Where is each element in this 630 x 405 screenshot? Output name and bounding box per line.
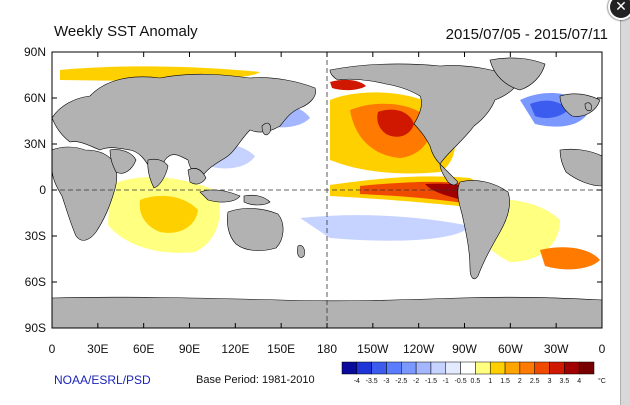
colorbar-tick-label: 1 — [488, 378, 492, 385]
lat-label: 60N — [24, 91, 46, 105]
colorbar-tick-label: 4 — [577, 378, 581, 385]
colorbar-tick-label: -1.5 — [425, 378, 437, 385]
lon-label: 60E — [133, 342, 154, 356]
land-indonesia — [199, 189, 241, 203]
colorbar-swatch — [534, 361, 550, 375]
date-range: 2015/07/05 - 2015/07/11 — [445, 26, 608, 43]
land-layer — [52, 57, 602, 328]
colorbar-swatch — [489, 361, 506, 375]
colorbar-tick-label: 2.5 — [530, 378, 540, 385]
colorbar-swatch — [430, 361, 447, 375]
anomaly-blob-peak — [377, 109, 414, 137]
lon-label: 90E — [179, 342, 200, 356]
colorbar-swatch — [549, 361, 565, 375]
lon-label: 30W — [544, 342, 569, 356]
lat-label: 0 — [39, 183, 46, 197]
colorbar-swatch — [415, 361, 432, 375]
colorbar-tick-label: 2 — [518, 378, 522, 385]
land-eurasia — [52, 73, 316, 181]
colorbar-tick-label: -4 — [354, 378, 360, 385]
anomaly-arctic-red — [330, 79, 366, 91]
anomaly-natl-core — [530, 100, 568, 118]
colorbar-swatch — [386, 361, 402, 375]
land-africa — [52, 146, 118, 241]
land-india — [147, 158, 169, 189]
anomaly-southern-cool — [300, 215, 470, 241]
colorbar-tick-label: -3 — [383, 378, 389, 385]
land-greenland — [489, 57, 546, 91]
land-south-america — [457, 180, 510, 280]
colorbar-swatch — [564, 361, 580, 375]
colorbar-tick-label: -1 — [443, 378, 449, 385]
colorbar-tick-label: 3 — [548, 378, 552, 385]
colorbar-tick-label: -2.5 — [395, 378, 407, 385]
colorbar-swatch — [519, 361, 535, 375]
colorbar-swatch — [504, 361, 521, 375]
land-uk — [584, 102, 592, 112]
land-se-asia — [187, 168, 207, 185]
lat-label: 60S — [25, 275, 46, 289]
colorbar-swatch — [371, 361, 387, 375]
lon-label: 0 — [49, 342, 56, 356]
colorbar-tick-label: -0.5 — [455, 378, 467, 385]
lat-label: 30N — [24, 137, 46, 151]
anomaly-southern-warm — [540, 247, 600, 270]
colorbar-swatch — [578, 361, 595, 375]
colorbar-swatch — [341, 361, 358, 375]
lon-label: 180 — [317, 342, 337, 356]
lat-label: 30S — [25, 229, 46, 243]
lat-ticks: 90N 60N 30N 0 30S 60S 90S — [24, 45, 602, 335]
map-title: Weekly SST Anomaly — [54, 23, 198, 40]
lon-label: 150E — [267, 342, 295, 356]
land-arabia — [109, 149, 137, 174]
colorbar-swatch — [460, 361, 476, 375]
colorbar-swatch — [445, 361, 461, 375]
land-australia — [226, 208, 284, 251]
lon-label: 90W — [452, 342, 477, 356]
land-new-guinea — [243, 194, 271, 206]
land-west-africa — [559, 148, 602, 187]
colorbar: -4 -3.5 -3 -2.5 -2 -1.5 -1 -0.5 0.5 1 1.5 2 2.5 3 3.5 4… — [341, 361, 606, 385]
base-period-label: Base Period: 1981-2010 — [196, 374, 315, 386]
source-label: NOAA/ESRL/PSD — [54, 373, 151, 387]
colorbar-tick-label: -2 — [413, 378, 419, 385]
lon-label: 120W — [403, 342, 435, 356]
lon-ticks: 0 30E 60E 90E 120E 150E 180 150W 120W 90W 60W 30W 0 — [49, 52, 606, 356]
lat-label: 90S — [25, 321, 46, 335]
anomaly-indian-core — [139, 195, 198, 233]
colorbar-tick-label: -3.5 — [366, 378, 378, 385]
lon-label: 150W — [357, 342, 389, 356]
lon-label: 60W — [498, 342, 523, 356]
colorbar-unit: °C — [598, 377, 606, 385]
colorbar-tick-label: 0.5 — [471, 378, 481, 385]
window-border — [620, 0, 630, 405]
close-icon[interactable]: ✕ — [608, 0, 630, 20]
land-new-zealand — [297, 245, 305, 258]
colorbar-swatch — [356, 361, 372, 375]
lat-label: 90N — [24, 45, 46, 59]
colorbar-swatch — [401, 361, 417, 375]
colorbar-tick-label: 3.5 — [559, 378, 569, 385]
lon-label: 0 — [599, 342, 606, 356]
lon-label: 120E — [221, 342, 249, 356]
land-japan — [261, 122, 271, 136]
colorbar-swatch — [475, 361, 491, 375]
lon-label: 30E — [87, 342, 108, 356]
colorbar-tick-label: 1.5 — [500, 378, 510, 385]
land-central-america — [439, 163, 459, 186]
